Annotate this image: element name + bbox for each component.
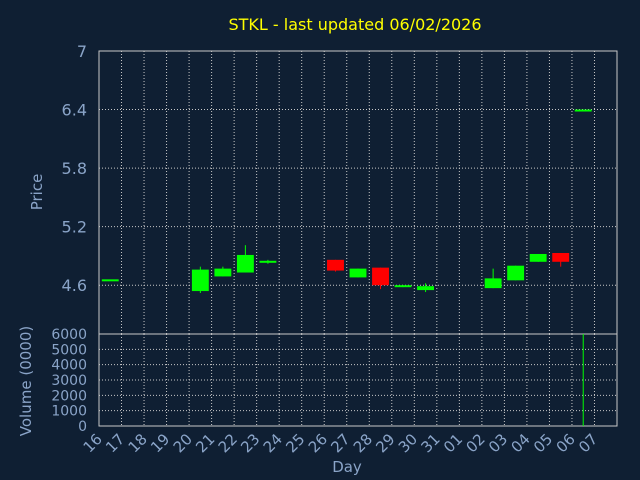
volume-grid bbox=[99, 333, 617, 427]
candle-body bbox=[236, 254, 254, 273]
candle-body bbox=[259, 260, 277, 263]
candle-body bbox=[529, 253, 547, 262]
price-y-tick-label: 7 bbox=[77, 42, 87, 61]
candle-body bbox=[507, 265, 525, 281]
price-y-tick-label: 5.2 bbox=[62, 218, 87, 237]
candle-body bbox=[372, 267, 389, 286]
x-axis-label: Day bbox=[332, 458, 362, 476]
price-y-tick-label: 6.4 bbox=[62, 101, 87, 120]
volume-axis-label: Volume (0000) bbox=[17, 326, 35, 436]
price-y-tick-label: 5.8 bbox=[62, 159, 87, 178]
volume-plot-frame bbox=[98, 333, 618, 427]
candle-body bbox=[574, 109, 592, 112]
candle-body bbox=[214, 268, 232, 277]
volume-y-tick-label: 2000 bbox=[51, 388, 87, 404]
price-candles bbox=[101, 109, 592, 294]
volume-y-tick-label: 6000 bbox=[51, 327, 87, 343]
candle-body bbox=[327, 259, 344, 271]
candle-body bbox=[417, 286, 435, 291]
x-tick-labels: 1617181920212223242526272829303101020304… bbox=[80, 430, 602, 456]
volume-y-tick-label: 0 bbox=[78, 419, 87, 435]
price-y-tick-label: 4.6 bbox=[62, 276, 87, 295]
candle-body bbox=[484, 278, 502, 289]
volume-y-tick-label: 4000 bbox=[51, 358, 87, 374]
candle-body bbox=[552, 253, 570, 262]
chart-title: STKL - last updated 06/02/2026 bbox=[228, 15, 481, 34]
candle-body bbox=[394, 285, 412, 288]
price-axis-label: Price bbox=[28, 174, 46, 211]
candle-body bbox=[191, 269, 209, 292]
volume-y-tick-label: 3000 bbox=[51, 373, 87, 389]
price-y-tick-labels: 4.6 5.2 5.8 6.4 7 bbox=[62, 42, 87, 295]
volume-y-tick-label: 5000 bbox=[51, 342, 87, 358]
candle-body bbox=[349, 268, 367, 278]
candle-body bbox=[101, 279, 119, 282]
volume-y-tick-label: 1000 bbox=[51, 404, 87, 420]
